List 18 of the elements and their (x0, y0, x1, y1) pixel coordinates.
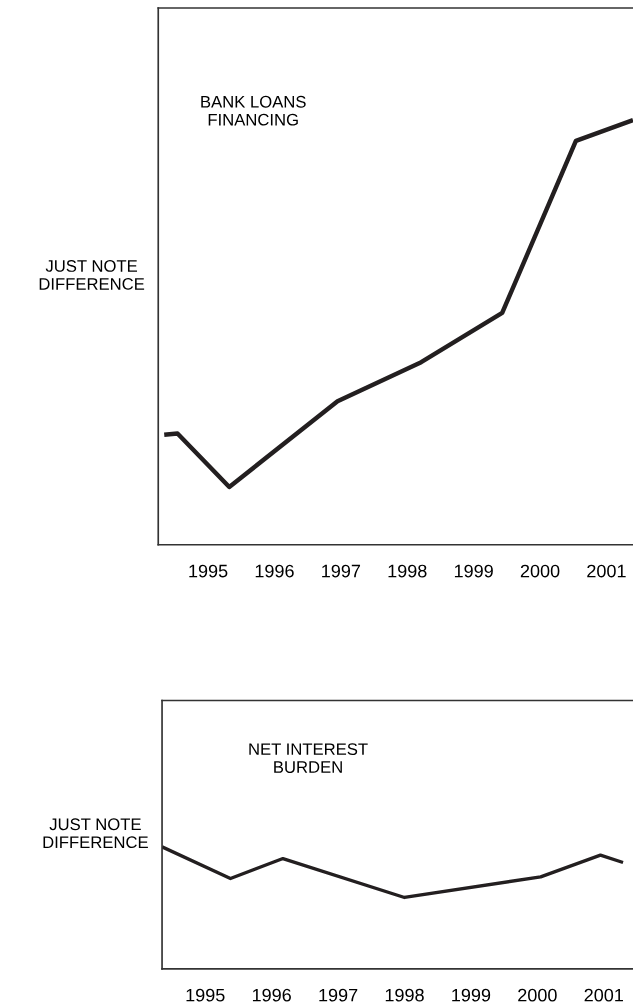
x-tick-label: 1998 (388, 564, 427, 578)
x-tick-label: 1995 (186, 988, 225, 1002)
x-tick-label: 2000 (518, 988, 557, 1002)
text: NET INTEREST BURDEN (249, 743, 368, 773)
x-tick-label: 1999 (452, 988, 491, 1002)
x-tick-label: 2001 (587, 564, 626, 578)
x-tick-label: 1998 (385, 988, 424, 1002)
x-tick-label: 1997 (322, 564, 361, 578)
x-tick-label: 2001 (584, 988, 623, 1002)
x-tick-label: 2000 (520, 564, 560, 578)
y-axis-title: JUST NOTE DIFFERENCE (43, 818, 148, 849)
y-axis-title: JUST NOTE DIFFERENCE (39, 260, 145, 290)
x-tick-label: 1997 (319, 988, 358, 1002)
x-tick-label: 1996 (255, 564, 294, 578)
x-tick-label: 1999 (454, 564, 493, 578)
x-tick-label: 1995 (189, 564, 228, 578)
annotation: BANK LOANS FINANCING (201, 95, 306, 126)
x-tick-label: 1996 (252, 988, 291, 1002)
